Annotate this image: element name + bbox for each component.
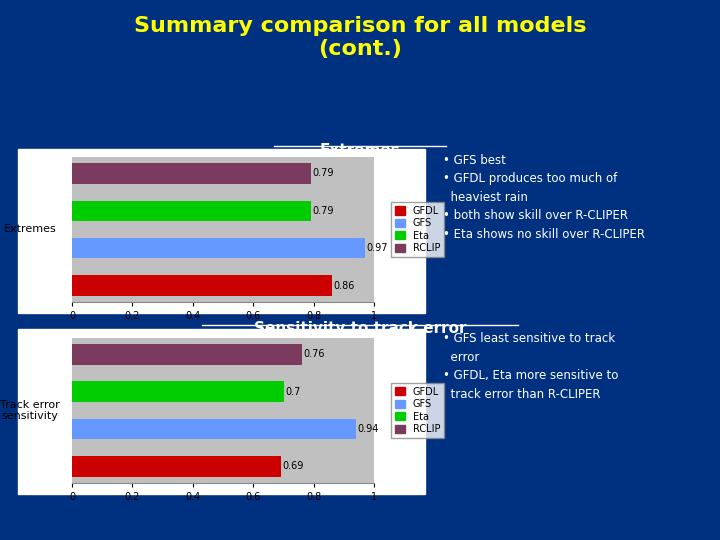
Bar: [72, 200, 311, 221]
Y-axis label: Extremes: Extremes: [4, 225, 57, 234]
Bar: [72, 275, 332, 296]
Bar: [72, 344, 302, 365]
Text: 0.79: 0.79: [312, 168, 334, 179]
Bar: [72, 456, 281, 477]
Text: 0.79: 0.79: [312, 206, 334, 216]
Y-axis label: Track error
sensitivity: Track error sensitivity: [1, 400, 60, 421]
Text: Summary comparison for all models
(cont.): Summary comparison for all models (cont.…: [134, 16, 586, 59]
Bar: [72, 238, 365, 259]
Bar: [72, 419, 356, 440]
Text: • GFS least sensitive to track
  error
• GFDL, Eta more sensitive to
  track err: • GFS least sensitive to track error • G…: [443, 332, 618, 401]
Text: • GFS best
• GFDL produces too much of
  heaviest rain
• both show skill over R-: • GFS best • GFDL produces too much of h…: [443, 154, 645, 241]
Bar: [72, 163, 311, 184]
Legend: GFDL, GFS, Eta, RCLIP: GFDL, GFS, Eta, RCLIP: [392, 202, 444, 257]
Bar: [72, 381, 284, 402]
Text: Extremes: Extremes: [320, 143, 400, 158]
Text: 0.7: 0.7: [285, 387, 300, 397]
Legend: GFDL, GFS, Eta, RCLIP: GFDL, GFS, Eta, RCLIP: [392, 383, 444, 438]
Text: 0.86: 0.86: [333, 280, 355, 291]
Text: 0.69: 0.69: [282, 461, 304, 471]
Text: 0.97: 0.97: [367, 243, 388, 253]
Text: 0.94: 0.94: [358, 424, 379, 434]
Text: Sensitivity to track error: Sensitivity to track error: [253, 321, 467, 336]
Text: 0.76: 0.76: [303, 349, 325, 360]
